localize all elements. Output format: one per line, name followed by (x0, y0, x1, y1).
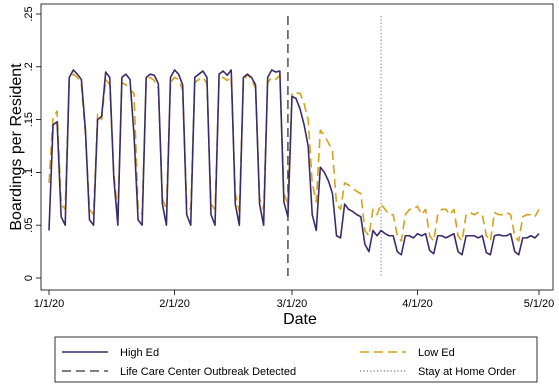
legend-label-1: Low Ed (418, 347, 455, 359)
legend-box (54, 336, 538, 383)
legend: High Ed Low Ed Life Care Center Outbreak D… (62, 347, 516, 378)
legend-label-3: Stay at Home Order (418, 366, 516, 378)
event-lines (287, 16, 382, 276)
y-tick-label-4: .2 (23, 62, 35, 71)
x-tick-label-1: 2/1/20 (159, 298, 190, 310)
x-tick-label-4: 5/1/20 (524, 298, 555, 310)
x-tick-label-2: 3/1/20 (277, 298, 308, 310)
x-tick-label-0: 1/1/20 (34, 298, 65, 310)
y-tick-label-1: .05 (23, 218, 35, 233)
y-tick-label-5: .25 (23, 6, 35, 21)
plot-frame (40, 3, 554, 291)
y-axis-title: Boardings per Resident (8, 63, 25, 231)
series-line-0 (48, 69, 540, 256)
y-tick-label-3: .15 (23, 112, 35, 127)
y-tick-label-2: .1 (23, 168, 35, 177)
x-tick-label-3: 4/1/20 (402, 298, 433, 310)
legend-label-2: Life Care Center Outbreak Detected (120, 366, 296, 378)
legend-label-0: High Ed (120, 347, 159, 359)
y-tick-label-0: 0 (23, 275, 35, 281)
x-axis-title: Date (283, 311, 317, 328)
series-line-1 (48, 73, 540, 242)
axes: 1/1/20 2/1/20 3/1/20 4/1/20 5/1/20 0 .05 .1 .15.… (23, 6, 554, 310)
series-lines (48, 69, 540, 256)
